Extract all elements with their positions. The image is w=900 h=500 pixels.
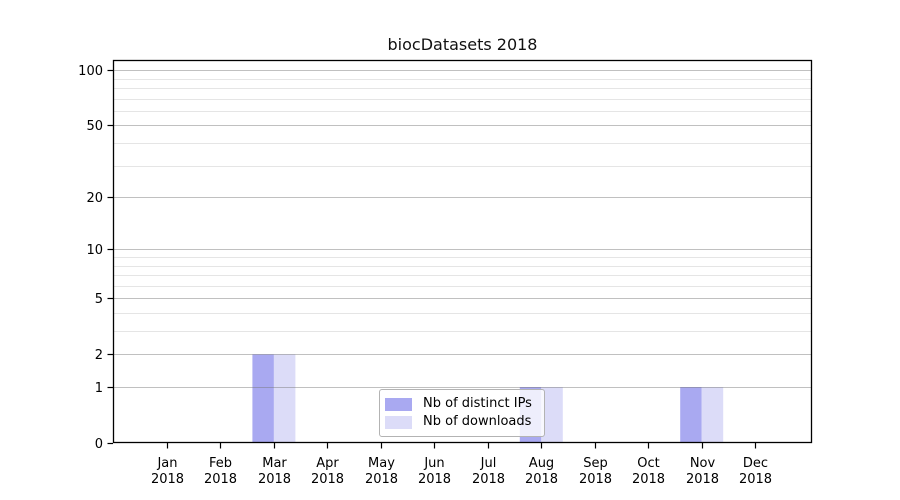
legend-swatch-distinct-ips bbox=[385, 397, 412, 411]
x-tick-label: Nov 2018 bbox=[686, 456, 719, 487]
x-tick-label: Jul 2018 bbox=[472, 456, 505, 487]
x-tick-label: Jan 2018 bbox=[151, 456, 184, 487]
y-tick-label: 0 bbox=[95, 437, 103, 452]
bar bbox=[252, 354, 274, 443]
bar bbox=[541, 387, 563, 443]
bar bbox=[701, 387, 724, 443]
legend-label-distinct-ips: Nb of distinct IPs bbox=[423, 396, 532, 411]
plot-border bbox=[112, 59, 813, 444]
chart-title: biocDatasets 2018 bbox=[387, 35, 538, 54]
y-tick-label: 20 bbox=[86, 191, 103, 206]
legend-item-downloads: Nb of downloads bbox=[385, 415, 544, 429]
x-tick-label: Feb 2018 bbox=[204, 456, 237, 487]
x-tick-label: Apr 2018 bbox=[311, 456, 344, 487]
legend-label-downloads: Nb of downloads bbox=[423, 414, 532, 429]
y-tick-label: 10 bbox=[86, 243, 103, 258]
y-tick-label: 50 bbox=[86, 119, 103, 134]
legend-item-distinct-ips: Nb of distinct IPs bbox=[385, 397, 544, 411]
legend-swatch-downloads bbox=[385, 415, 412, 429]
x-tick-label: Oct 2018 bbox=[632, 456, 665, 487]
bar bbox=[273, 354, 296, 443]
x-tick-label: Sep 2018 bbox=[579, 456, 612, 487]
x-tick-label: Jun 2018 bbox=[418, 456, 451, 487]
y-tick-label: 5 bbox=[95, 292, 103, 307]
x-tick-label: Mar 2018 bbox=[258, 456, 291, 487]
legend: Nb of distinct IPs Nb of downloads bbox=[379, 389, 545, 437]
y-tick-label: 100 bbox=[78, 64, 103, 79]
bar bbox=[680, 387, 702, 443]
y-tick-label: 2 bbox=[95, 348, 103, 363]
y-tick-label: 1 bbox=[95, 381, 103, 396]
x-tick-label: Dec 2018 bbox=[739, 456, 772, 487]
x-tick-label: Aug 2018 bbox=[525, 456, 558, 487]
x-tick-label: May 2018 bbox=[365, 456, 398, 487]
